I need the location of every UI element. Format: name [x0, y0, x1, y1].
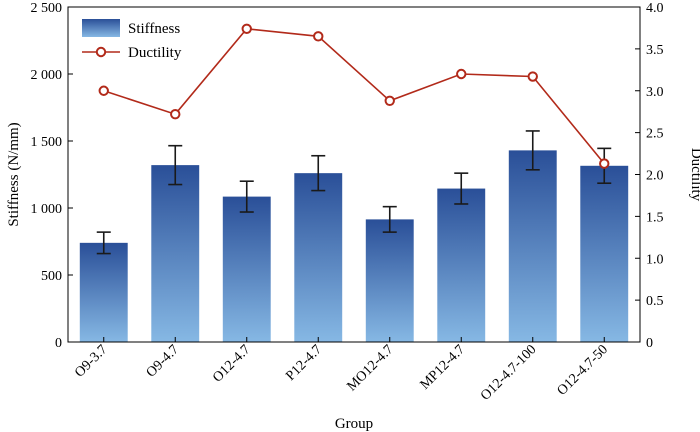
- y2-tick-label: 3.5: [646, 43, 664, 58]
- bars-layer: [79, 150, 629, 342]
- legend-ductility-label: Ductility: [128, 45, 182, 61]
- bar-O12-4.7-50: [580, 165, 629, 342]
- y-tick-label: 2 000: [31, 68, 63, 83]
- x-tick-label: P12-4.7: [283, 342, 325, 384]
- x-tick-label: O9-4.7: [144, 342, 182, 380]
- bar-MP12-4.7: [437, 188, 486, 342]
- y2-axis-title: Ductility: [688, 148, 700, 202]
- error-bar-MP12-4.7: [454, 172, 469, 205]
- bar-O9-4.7: [151, 165, 200, 342]
- x-tick-label: O12-4.7: [210, 342, 253, 385]
- x-tick-label: O9-3.7: [72, 342, 110, 380]
- bar-P12-4.7: [294, 173, 343, 342]
- legend-ductility-marker: [95, 46, 107, 58]
- legend-stiffness-label: Stiffness: [128, 21, 180, 37]
- legend: Stiffness Ductility: [82, 19, 182, 61]
- y-tick-label: 1 500: [31, 135, 63, 150]
- y-axis-title: Stiffness (N/mm): [6, 122, 22, 226]
- x-tick-label: O12-4.7-50: [555, 342, 612, 399]
- y-tick-label: 500: [41, 269, 62, 284]
- error-bar-O9-3.7: [96, 231, 111, 255]
- ductility-line-layer: [98, 23, 610, 169]
- bar-O9-3.7: [79, 242, 128, 342]
- error-bar-O12-4.7: [239, 180, 254, 213]
- error-bar-MO12-4.7: [382, 205, 397, 233]
- ductility-point-O12-4.7: [241, 23, 252, 34]
- ductility-point-P12-4.7: [313, 31, 324, 42]
- y-tick-label: 1 000: [31, 202, 63, 217]
- legend-stiffness-swatch: [82, 19, 120, 37]
- x-tick-label: O12-4.7-100: [478, 342, 539, 403]
- bar-O12-4.7: [222, 196, 271, 342]
- bar-MO12-4.7: [365, 219, 414, 342]
- error-bar-O9-4.7: [168, 144, 183, 186]
- y2-tick-label: 2.0: [646, 169, 664, 184]
- y-tick-label: 2 500: [31, 1, 63, 16]
- ductility-point-MP12-4.7: [456, 68, 467, 80]
- y2-tick-label: 3.0: [646, 85, 664, 100]
- error-bar-P12-4.7: [311, 154, 326, 192]
- ductility-point-O9-3.7: [98, 85, 109, 96]
- bar-O12-4.7-100: [508, 150, 557, 342]
- ductility-point-MO12-4.7: [384, 95, 395, 107]
- y2-tick-label: 4.0: [646, 1, 664, 16]
- ductility-point-O12-4.7-50: [599, 158, 610, 169]
- ductility-point-O9-4.7: [170, 109, 181, 120]
- y2-tick-label: 1.5: [646, 210, 664, 225]
- ductility-line: [103, 27, 605, 165]
- error-bars-layer: [96, 130, 612, 255]
- error-bar-O12-4.7-100: [525, 130, 540, 171]
- y2-tick-label: 0.5: [646, 294, 664, 309]
- y2-tick-label: 2.5: [646, 127, 664, 142]
- x-tick-label: MO12-4.7: [344, 342, 396, 394]
- y2-tick-label: 1.0: [646, 252, 664, 267]
- y2-tick-label: 0: [646, 336, 653, 351]
- y-tick-label: 0: [55, 336, 62, 351]
- x-axis-title: Group: [335, 416, 373, 432]
- ductility-point-O12-4.7-100: [527, 71, 538, 82]
- x-tick-label: MP12-4.7: [418, 342, 468, 392]
